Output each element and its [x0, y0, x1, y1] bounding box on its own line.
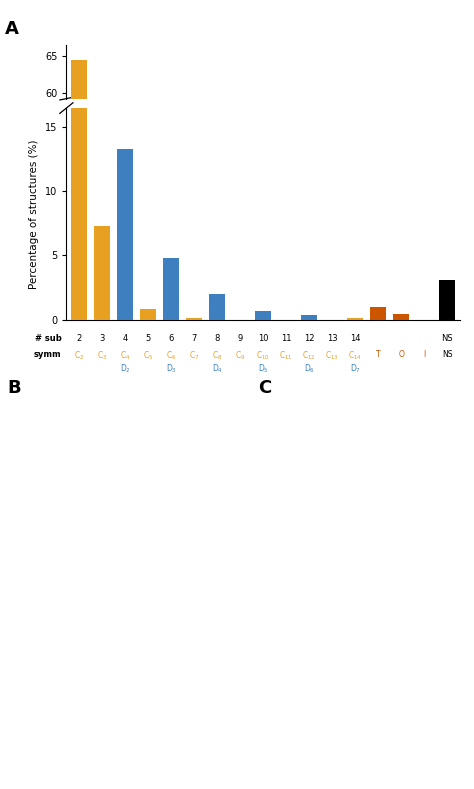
Bar — [439, 511, 456, 533]
Bar — [117, 297, 133, 320]
Text: symm: symm — [34, 350, 62, 358]
Text: 4: 4 — [122, 334, 128, 342]
Text: 12: 12 — [304, 334, 314, 342]
Text: D$_4$: D$_4$ — [211, 363, 223, 376]
Text: C$_{13}$: C$_{13}$ — [325, 350, 339, 362]
Text: # sub: # sub — [35, 334, 62, 342]
Bar — [370, 308, 386, 320]
Bar — [209, 519, 225, 533]
Text: 11: 11 — [281, 334, 292, 342]
Text: C$_7$: C$_7$ — [189, 350, 199, 362]
Text: 14: 14 — [350, 334, 360, 342]
Bar — [301, 315, 318, 320]
Bar — [163, 499, 179, 533]
Text: NS: NS — [442, 350, 452, 358]
Text: C$_{10}$: C$_{10}$ — [256, 350, 270, 362]
Text: C$_4$: C$_4$ — [120, 350, 130, 362]
Bar — [255, 529, 271, 533]
Text: C$_{14}$: C$_{14}$ — [348, 350, 362, 362]
Bar — [94, 480, 110, 533]
Text: 9: 9 — [237, 334, 243, 342]
Bar — [71, 60, 87, 533]
Bar — [439, 280, 456, 320]
Bar — [209, 294, 225, 320]
Text: C$_2$: C$_2$ — [74, 350, 84, 362]
Text: I: I — [423, 350, 425, 358]
Text: 3: 3 — [100, 334, 105, 342]
Text: C$_{12}$: C$_{12}$ — [302, 350, 316, 362]
Text: 6: 6 — [168, 334, 174, 342]
Bar — [347, 318, 364, 320]
Bar — [117, 522, 133, 533]
Text: C: C — [258, 379, 271, 397]
Text: C$_6$: C$_6$ — [166, 350, 176, 362]
Text: T: T — [376, 350, 381, 358]
Text: NS: NS — [441, 334, 453, 342]
Text: 8: 8 — [214, 334, 220, 342]
Text: 2: 2 — [76, 334, 82, 342]
Bar — [117, 436, 133, 533]
Bar — [163, 258, 179, 320]
Text: C$_5$: C$_5$ — [143, 350, 153, 362]
Y-axis label: Percentage of structures (%): Percentage of structures (%) — [29, 139, 39, 289]
Text: D$_7$: D$_7$ — [350, 363, 361, 376]
Text: D$_6$: D$_6$ — [303, 363, 315, 376]
Bar — [393, 314, 410, 320]
Bar — [94, 226, 110, 320]
Text: C$_3$: C$_3$ — [97, 350, 107, 362]
Text: 5: 5 — [146, 334, 151, 342]
Bar — [163, 527, 179, 533]
Bar — [393, 530, 410, 533]
Bar — [255, 311, 271, 320]
Bar — [140, 528, 156, 533]
Text: D$_3$: D$_3$ — [165, 363, 176, 376]
Bar — [163, 308, 179, 320]
Bar — [370, 527, 386, 533]
Text: D$_5$: D$_5$ — [258, 363, 268, 376]
Text: B: B — [7, 379, 21, 397]
Text: C$_9$: C$_9$ — [235, 350, 245, 362]
Text: O: O — [398, 350, 404, 358]
Bar — [71, 0, 87, 320]
Bar — [186, 318, 202, 320]
Bar — [140, 309, 156, 320]
Text: A: A — [5, 20, 18, 38]
Text: C$_{11}$: C$_{11}$ — [279, 350, 293, 362]
Text: 7: 7 — [191, 334, 197, 342]
Text: D$_2$: D$_2$ — [119, 363, 130, 376]
Text: 10: 10 — [258, 334, 268, 342]
Bar — [301, 531, 318, 533]
Text: 13: 13 — [327, 334, 337, 342]
Bar — [117, 149, 133, 320]
Text: C$_8$: C$_8$ — [212, 350, 222, 362]
